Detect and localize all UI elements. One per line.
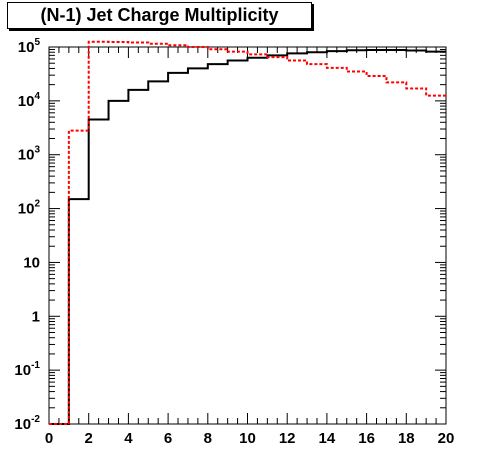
y-tick-label: 10 [23,254,40,271]
y-tick-label: 103 [18,145,41,164]
x-tick-label: 16 [358,430,375,447]
x-tick-label: 4 [124,430,133,447]
histogram-line-0 [49,48,446,425]
y-tick-label: 105 [18,37,41,56]
x-tick-label: 0 [45,430,53,447]
y-tick-label: 1 [32,308,40,325]
y-tick-label: 102 [18,199,41,218]
chart-title: (N-1) Jet Charge Multiplicity [40,5,279,25]
x-tick-label: 6 [164,430,172,447]
y-tick-label: 10-2 [14,414,40,433]
x-tick-label: 20 [438,430,455,447]
histogram-line-1 [49,40,446,425]
y-tick-label: 104 [18,91,41,110]
x-tick-label: 12 [279,430,296,447]
axis-labels: 0 2 4 6 8 10 12 14 16 18 20 10-2 10-1 1 10 102 103 104 105 [14,37,454,447]
y-tick-label: 10-1 [14,360,40,379]
x-tick-label: 14 [319,430,336,447]
x-tick-label: 10 [239,430,256,447]
histogram-series [49,40,446,425]
chart-title-box: (N-1) Jet Charge Multiplicity [7,2,312,29]
x-tick-label: 8 [204,430,212,447]
x-tick-label: 2 [85,430,93,447]
axis-ticks [48,46,447,425]
x-tick-label: 18 [398,430,415,447]
